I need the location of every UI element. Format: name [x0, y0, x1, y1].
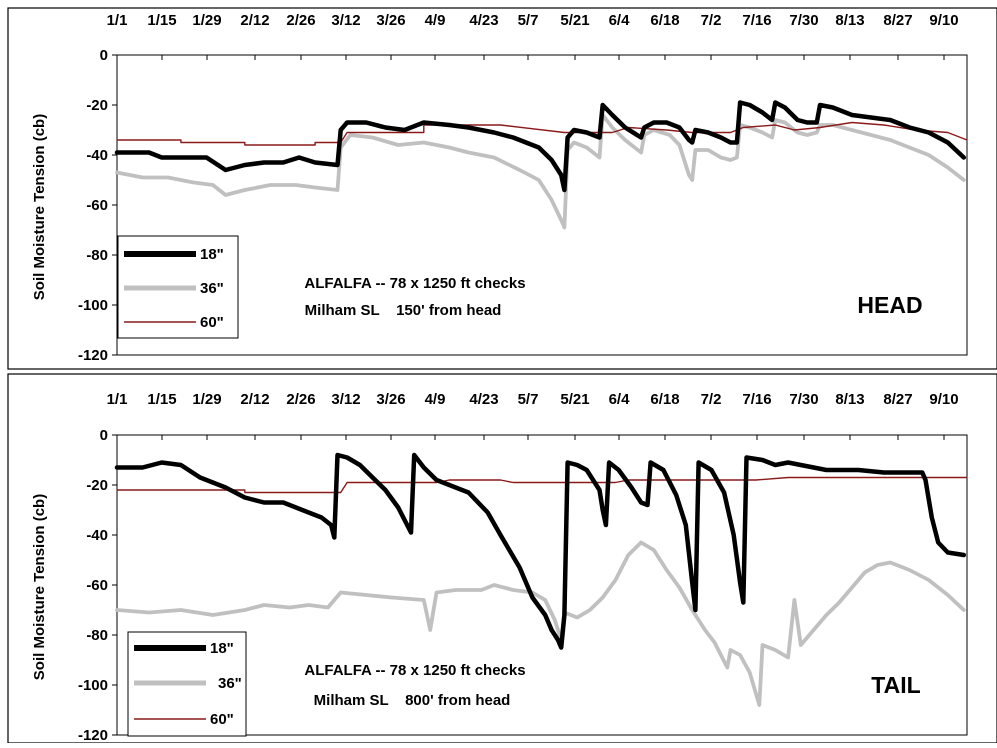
- y-tick-label: -40: [86, 147, 108, 164]
- y-axis-title: Soil Moisture Tension (cb): [31, 494, 48, 680]
- x-tick-label: 9/10: [929, 12, 958, 29]
- x-tick-label: 6/4: [609, 12, 631, 29]
- legend-label-36: 36": [218, 675, 242, 692]
- panel-label: TAIL: [871, 672, 920, 698]
- y-tick-label: -40: [86, 527, 108, 544]
- y-tick-label: -100: [78, 677, 108, 694]
- x-tick-label: 8/27: [883, 391, 912, 408]
- legend-label-18: 18": [210, 640, 234, 657]
- x-tick-label: 6/4: [609, 391, 631, 408]
- x-tick-label: 3/12: [331, 12, 360, 29]
- series-line-36in: [115, 113, 966, 230]
- x-tick-label: 2/26: [286, 391, 315, 408]
- legend-label-60: 60": [210, 711, 234, 728]
- x-tick-label: 7/16: [742, 12, 771, 29]
- series-lines: [114, 452, 968, 707]
- series-line-36in: [115, 540, 966, 707]
- y-tick-label: -100: [78, 297, 108, 314]
- x-tick-label: 7/30: [789, 391, 818, 408]
- y-tick-label: -20: [86, 477, 108, 494]
- y-tick-label: -20: [86, 97, 108, 114]
- x-tick-label: 1/15: [147, 391, 176, 408]
- x-tick-label: 1/29: [192, 12, 221, 29]
- x-tick-labels: 1/1 1/15 1/29 2/12 2/26 3/12 3/26 4/9 4/23 5/7 5/2…: [107, 391, 959, 408]
- legend-label-36: 36": [200, 280, 224, 297]
- x-tick-label: 1/1: [107, 391, 128, 408]
- x-tick-label: 1/29: [192, 391, 221, 408]
- y-axis-title: Soil Moisture Tension (cb): [31, 114, 48, 300]
- plot-area: [116, 54, 968, 356]
- x-tick-label: 9/10: [929, 391, 958, 408]
- series-line-60in: [116, 476, 968, 494]
- x-tick-label: 5/7: [518, 12, 539, 29]
- y-tick-label: 0: [100, 47, 108, 64]
- x-tick-label: 7/30: [789, 12, 818, 29]
- series-lines: [114, 100, 968, 230]
- panel-label: HEAD: [857, 292, 922, 318]
- x-tick-label: 3/26: [376, 12, 405, 29]
- x-tick-label: 1/15: [147, 12, 176, 29]
- x-tick-label: 5/21: [560, 391, 589, 408]
- y-tick-label: -60: [86, 197, 108, 214]
- y-tick-label: -80: [86, 627, 108, 644]
- x-tick-label: 8/27: [883, 12, 912, 29]
- x-tick-label: 4/23: [469, 391, 498, 408]
- y-tick-label: -120: [78, 727, 108, 743]
- x-tick-label: 6/18: [650, 12, 679, 29]
- annotation-line-1: ALFALFA -- 78 x 1250 ft checks: [304, 275, 525, 292]
- series-line-60in: [116, 121, 968, 146]
- x-tick-label: 8/13: [835, 391, 864, 408]
- x-tick-label: 2/12: [240, 391, 269, 408]
- x-tick-label: 6/18: [650, 391, 679, 408]
- plot-area: [116, 434, 968, 736]
- y-tick-label: -80: [86, 247, 108, 264]
- legend-label-18: 18": [200, 246, 224, 263]
- x-tick-label: 1/1: [107, 12, 128, 29]
- x-tick-label: 7/2: [701, 391, 722, 408]
- annotation-line-1: ALFALFA -- 78 x 1250 ft checks: [304, 662, 525, 679]
- series-line-18in: [114, 452, 967, 650]
- panel-frame: [7, 7, 997, 370]
- y-tick-labels: 0 -20 -40 -60 -80 -100 -120: [78, 47, 108, 364]
- legend: 18" 36" 60": [127, 631, 247, 737]
- x-tick-labels: 1/1 1/15 1/29 2/12 2/26 3/12 3/26 4/9 4/23 5/7 5/2…: [107, 12, 959, 29]
- y-tick-labels: 0 -20 -40 -60 -80 -100 -120: [78, 427, 108, 744]
- x-tick-label: 2/26: [286, 12, 315, 29]
- annotation-line-2: Milham SL 800' from head: [314, 692, 511, 709]
- legend: 18" 36" 60": [117, 235, 239, 339]
- x-tick-label: 4/9: [425, 12, 446, 29]
- y-tick-label: -120: [78, 347, 108, 364]
- legend-label-60: 60": [200, 314, 224, 331]
- y-tick-label: -60: [86, 577, 108, 594]
- panel-tail: Soil Moisture Tension (cb) 1/1 1/15 1/29 2/…: [7, 373, 997, 744]
- x-tick-label: 8/13: [835, 12, 864, 29]
- x-tick-label: 3/26: [376, 391, 405, 408]
- x-tick-label: 3/12: [331, 391, 360, 408]
- tick-marks: [112, 54, 945, 356]
- x-tick-label: 5/7: [518, 391, 539, 408]
- panel-head: Soil Moisture Tension (cb) 1/1 1/15 1/29 2/…: [7, 7, 997, 370]
- x-tick-label: 7/2: [701, 12, 722, 29]
- x-tick-label: 4/23: [469, 12, 498, 29]
- annotation-line-2: Milham SL 150' from head: [305, 302, 502, 319]
- series-line-18in: [114, 100, 967, 193]
- x-tick-label: 4/9: [425, 391, 446, 408]
- y-tick-label: 0: [100, 427, 108, 444]
- tick-marks: [112, 434, 945, 736]
- x-tick-label: 5/21: [560, 12, 589, 29]
- x-tick-label: 2/12: [240, 12, 269, 29]
- x-tick-label: 7/16: [742, 391, 771, 408]
